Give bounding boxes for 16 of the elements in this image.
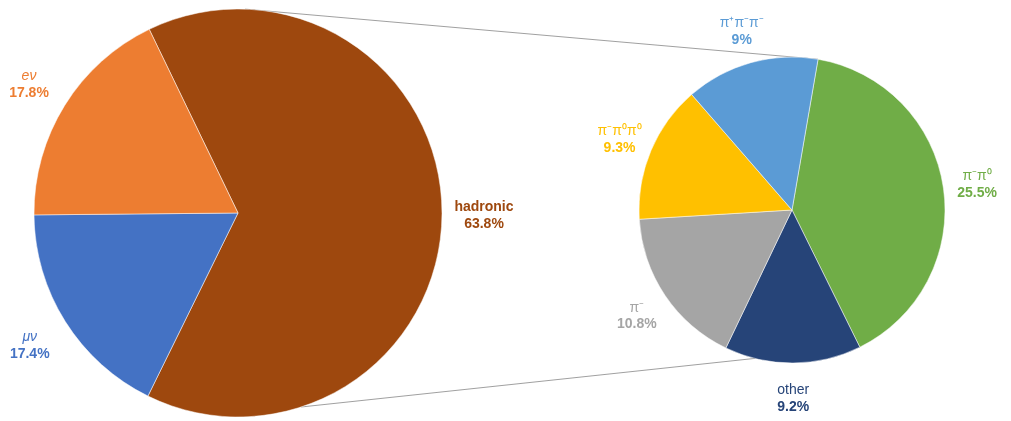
data-label: 17.8% — [9, 84, 50, 101]
slice-label: eν — [21, 67, 37, 84]
slice-label: hadronic — [454, 198, 514, 215]
slice-label: π⁻ — [629, 298, 645, 315]
data-label: 9.2% — [777, 398, 810, 414]
slice-label: π⁺π⁻π⁻ — [719, 14, 764, 31]
data-label: 9.3% — [603, 138, 637, 155]
data-label: 63.8% — [464, 214, 505, 231]
slice-label: π⁻π⁰π⁰ — [597, 121, 642, 138]
data-label: 10.8% — [616, 315, 658, 332]
data-label: 9% — [731, 30, 753, 47]
slice-label: μν — [21, 328, 38, 345]
data-label: 25.5% — [957, 184, 998, 201]
data-label: 17.4% — [9, 344, 51, 361]
slice-label: other — [777, 381, 810, 398]
slice-label: π⁻π⁰ — [962, 167, 992, 184]
